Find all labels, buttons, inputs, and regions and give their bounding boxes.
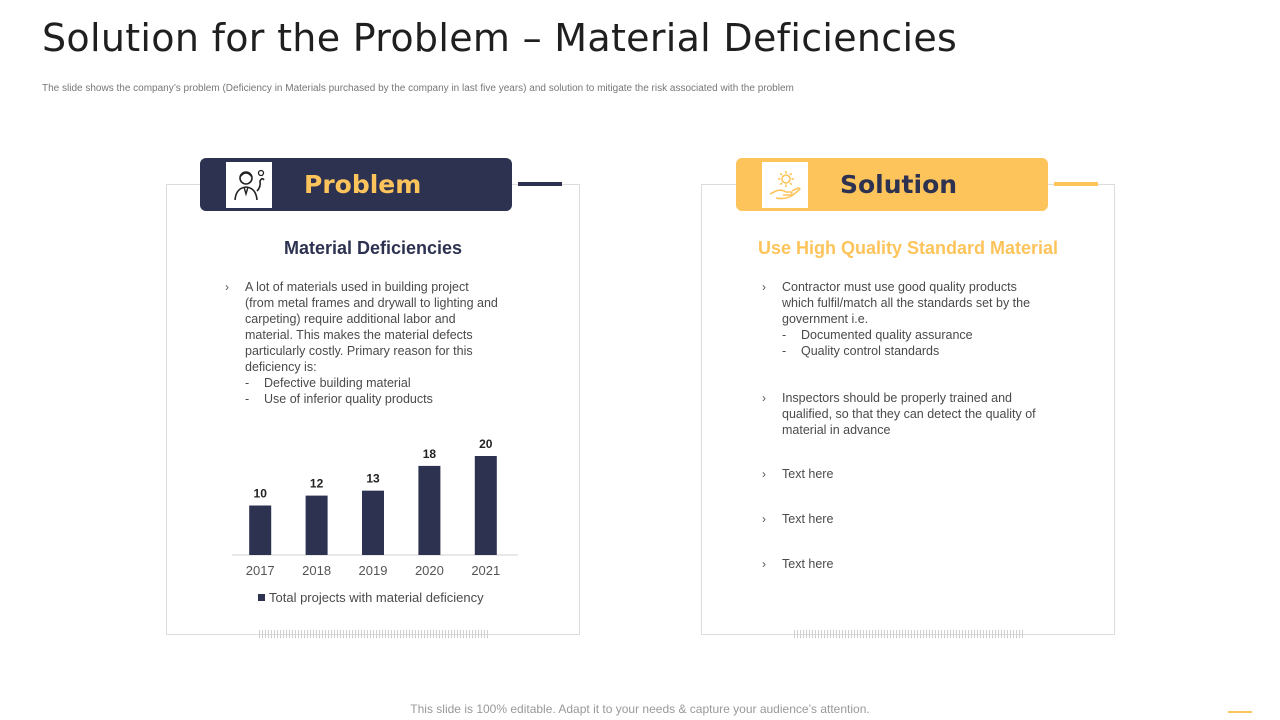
problem-sub-item: - Use of inferior quality products: [245, 391, 545, 407]
solution-bullet-line: which fulfil/match all the standards set…: [782, 296, 1031, 310]
card-decor-hatch: [794, 630, 1024, 638]
problem-text-line: A lot of materials used in building proj…: [245, 280, 469, 294]
problem-text-line: carpeting) require additional labor and: [245, 312, 456, 326]
tick-label-2019: 2019: [359, 563, 388, 578]
solution-bullet: › Contractor must use good quality produc…: [762, 279, 1082, 359]
dash-marker: -: [782, 344, 787, 358]
data-label-2018: 12: [310, 477, 324, 491]
dash-marker: -: [782, 328, 787, 342]
problem-sub-item: - Defective building material: [245, 375, 545, 391]
solution-bullet: › Text here: [762, 556, 1082, 572]
solution-bullet-line: Text here: [782, 467, 834, 481]
data-label-2017: 10: [254, 487, 268, 501]
card-decor-hatch: [259, 630, 489, 638]
solution-bullet-line: government i.e.: [782, 312, 869, 326]
bar-2021: [474, 456, 497, 555]
solution-bullet-line: Text here: [782, 557, 834, 571]
bullet-chevron-icon: ›: [225, 280, 229, 294]
solution-sub-item-text: Documented quality assurance: [801, 328, 973, 342]
bar-2019: [362, 490, 384, 555]
solution-bullet: › Text here: [762, 511, 1082, 527]
solution-sub-item-text: Quality control standards: [801, 344, 940, 358]
worker-thinking-icon: [226, 162, 272, 208]
dash-marker: -: [245, 392, 250, 406]
solution-sub-item: - Documented quality assurance: [782, 327, 1082, 343]
problem-accent-line: [518, 182, 562, 186]
problem-text-line: material. This makes the material defect…: [245, 328, 473, 342]
bar-2020: [418, 465, 441, 555]
problem-banner: Problem: [200, 158, 512, 211]
slide-title: Solution for the Problem – Material Defi…: [42, 16, 958, 60]
corner-accent-line: [1228, 711, 1252, 713]
hand-gear-icon: [762, 162, 808, 208]
solution-bullet-line: Inspectors should be properly trained an…: [782, 391, 1013, 405]
solution-card: [701, 184, 1115, 638]
data-label-2019: 13: [366, 472, 380, 486]
solution-bullet-line: Text here: [782, 512, 834, 526]
problem-description: › A lot of materials used in building pr…: [225, 279, 545, 407]
legend-label: Total projects with material deficiency: [269, 590, 484, 605]
solution-bullet: › Inspectors should be properly trained a…: [762, 390, 1082, 438]
tick-label-2017: 2017: [246, 563, 275, 578]
bar-2018: [305, 495, 328, 555]
dash-marker: -: [245, 376, 250, 390]
problem-banner-label: Problem: [304, 170, 422, 199]
bullet-chevron-icon: ›: [762, 557, 766, 571]
solution-accent-line: [1054, 182, 1098, 186]
solution-bullet-line: material in advance: [782, 423, 891, 437]
solution-banner: Solution: [736, 158, 1048, 211]
solution-bullet-line: qualified, so that they can detect the q…: [782, 407, 1036, 421]
solution-bullet-line: Contractor must use good quality product…: [782, 280, 1017, 294]
tick-label-2018: 2018: [302, 563, 331, 578]
problem-sub-item-text: Defective building material: [264, 376, 411, 390]
bullet-chevron-icon: ›: [762, 391, 766, 405]
solution-banner-label: Solution: [840, 170, 958, 199]
tick-label-2021: 2021: [471, 563, 500, 578]
problem-sub-item-text: Use of inferior quality products: [264, 392, 433, 406]
legend-swatch: [258, 594, 265, 601]
problem-text-line: (from metal frames and drywall to lighti…: [245, 296, 498, 310]
problem-text-line: deficiency is:: [245, 360, 317, 374]
solution-sub-item: - Quality control standards: [782, 343, 1082, 359]
solution-bullet: › Text here: [762, 466, 1082, 482]
tick-label-2020: 2020: [415, 563, 444, 578]
bullet-chevron-icon: ›: [762, 280, 766, 294]
problem-card: [166, 184, 580, 638]
bullet-chevron-icon: ›: [762, 512, 766, 526]
bar-2017: [249, 505, 272, 555]
footer-note: This slide is 100% editable. Adapt it to…: [410, 702, 870, 716]
problem-heading: Material Deficiencies: [283, 238, 463, 258]
data-label-2021: 20: [479, 437, 493, 451]
solution-heading: Use High Quality Standard Material: [757, 238, 1059, 258]
slide-subtitle: The slide shows the company’s problem (D…: [42, 83, 794, 94]
bullet-chevron-icon: ›: [762, 467, 766, 481]
problem-text-line: particularly costly. Primary reason for …: [245, 344, 473, 358]
chart-legend: Total projects with material deficiency: [258, 590, 484, 605]
data-label-2020: 18: [423, 447, 437, 461]
